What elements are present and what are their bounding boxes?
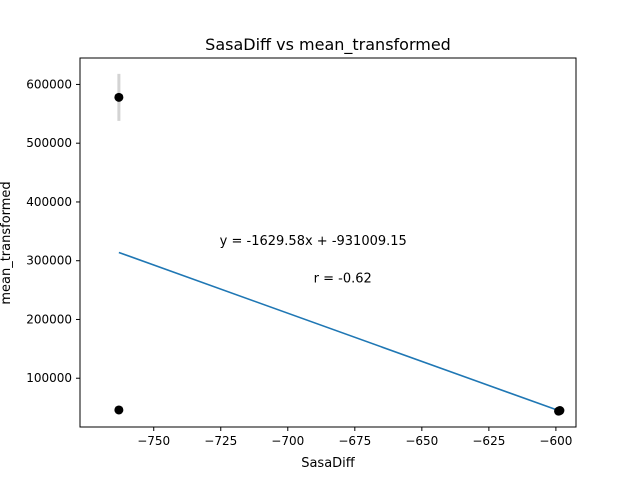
annotation-1: r = -0.62 bbox=[314, 271, 372, 286]
data-point-0 bbox=[114, 92, 124, 102]
annotation-0: y = -1629.58x + -931009.15 bbox=[220, 234, 407, 249]
x-tick-label-5: −625 bbox=[472, 434, 505, 448]
y-tick-label-2: 300000 bbox=[26, 254, 72, 268]
plot-area: y = -1629.58x + -931009.15 r = -0.62 bbox=[114, 73, 565, 416]
x-axis-label: SasaDiff bbox=[301, 456, 356, 471]
x-tick-label-2: −700 bbox=[271, 434, 304, 448]
y-tick-label-4: 500000 bbox=[26, 136, 72, 150]
x-axis: −750 −725 −700 −675 −650 −625 −600 bbox=[137, 427, 572, 448]
y-axis-label: mean_transformed bbox=[0, 181, 14, 304]
x-tick-label-4: −650 bbox=[405, 434, 438, 448]
regression-line bbox=[118, 251, 559, 412]
y-axis: 100000 200000 300000 400000 500000 600000 bbox=[26, 77, 80, 385]
y-tick-label-0: 100000 bbox=[26, 371, 72, 385]
chart-title: SasaDiff vs mean_transformed bbox=[205, 35, 451, 55]
y-tick-label-5: 600000 bbox=[26, 77, 72, 91]
y-tick-label-1: 200000 bbox=[26, 312, 72, 326]
plot-frame bbox=[79, 57, 577, 428]
y-tick-label-3: 400000 bbox=[26, 195, 72, 209]
x-tick-label-3: −675 bbox=[338, 434, 371, 448]
data-point-3 bbox=[555, 406, 565, 416]
x-tick-label-6: −600 bbox=[539, 434, 572, 448]
x-tick-label-1: −725 bbox=[204, 434, 237, 448]
x-tick-label-0: −750 bbox=[137, 434, 170, 448]
data-point-1 bbox=[114, 405, 124, 415]
